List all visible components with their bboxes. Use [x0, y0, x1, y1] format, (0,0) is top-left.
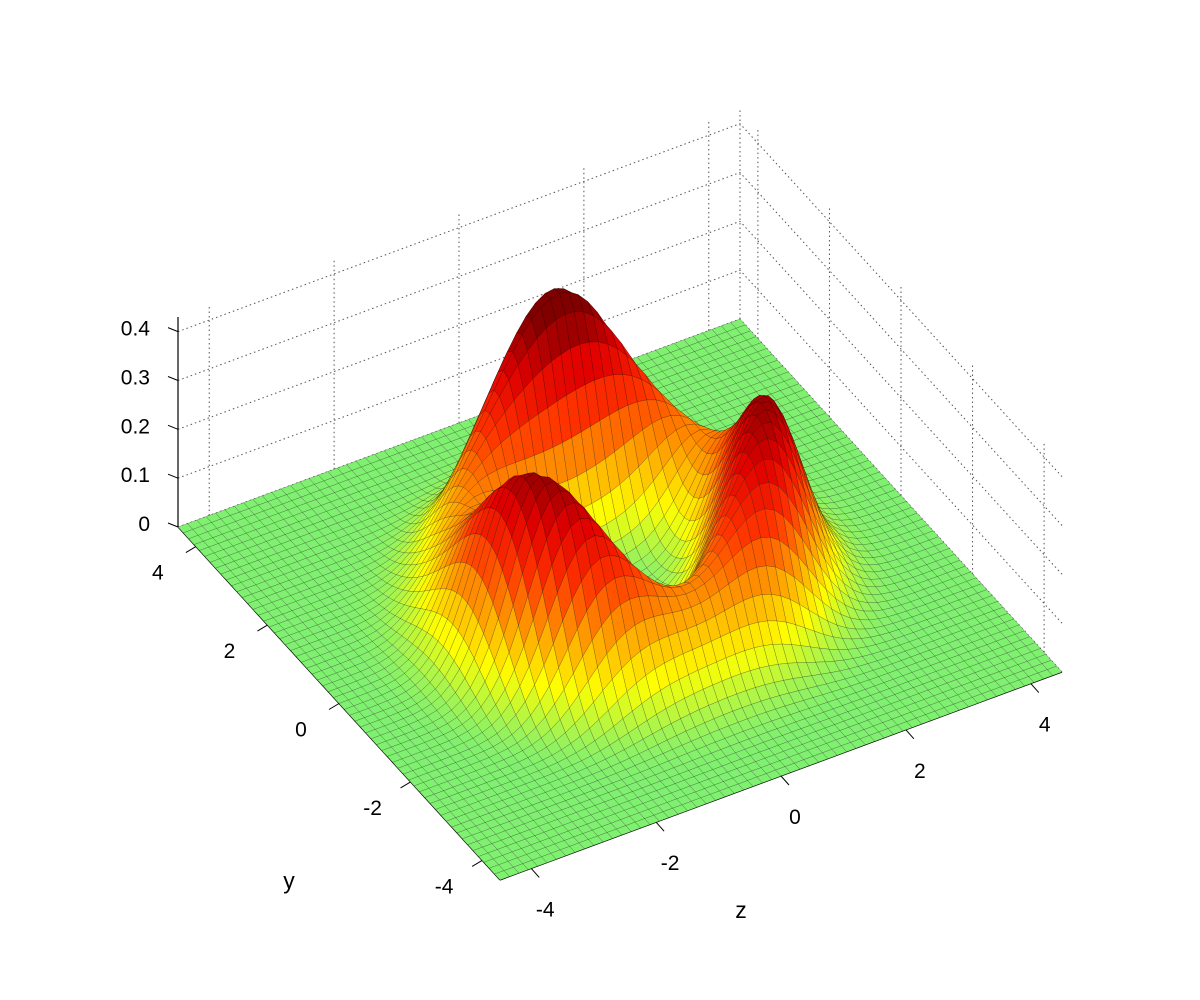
- y-tick-mark: [471, 859, 483, 867]
- grid-line-z-side-2: [739, 220, 1063, 575]
- x-tick-mark: [530, 868, 540, 878]
- z-tick-mark: [167, 376, 179, 381]
- x-tick-label: 2: [914, 760, 926, 783]
- surface-face: [494, 870, 510, 881]
- grid-line-z-back-2: [177, 220, 741, 430]
- z-tick-mark: [167, 473, 179, 479]
- x-tick-mark: [780, 775, 790, 786]
- y-tick-mark: [328, 703, 340, 710]
- z-tick-label: 0.4: [121, 318, 151, 341]
- z-tick-label: 0.1: [121, 464, 150, 487]
- x-tick-label: -4: [536, 898, 555, 921]
- y-tick-mark: [257, 624, 268, 632]
- grid-line-z-side-3: [739, 172, 1063, 526]
- x-tick-mark: [1030, 683, 1040, 693]
- surface-mesh: [177, 288, 1063, 881]
- z-tick-label: 0.2: [121, 415, 150, 438]
- y-tick-mark: [185, 546, 197, 554]
- grid-layer: [177, 109, 1063, 673]
- grid-line-z-side-1: [739, 269, 1063, 624]
- y-tick-label: -2: [363, 797, 382, 820]
- z-tick-mark: [167, 327, 179, 333]
- y-tick-label: -4: [435, 875, 454, 898]
- grid-line-z-back-1: [177, 269, 741, 479]
- y-axis-label: y: [283, 868, 295, 894]
- grid-line-z-back-3: [177, 172, 741, 381]
- grid-line-z-back-4: [177, 123, 741, 333]
- y-tick-label: 2: [224, 640, 236, 663]
- x-tick-mark: [655, 821, 665, 832]
- tick-labels: -4 -2 0 2 4 -4 -2 0 2 4 0 0.1 0.2 0.3 0.4: [121, 318, 1051, 922]
- z-tick-mark: [167, 424, 179, 430]
- y-tick-label: 0: [295, 719, 307, 742]
- x-tick-label: -2: [661, 852, 680, 875]
- z-tick-mark: [167, 522, 179, 528]
- x-tick-mark: [905, 729, 915, 740]
- x-tick-label: 4: [1039, 714, 1051, 737]
- y-tick-mark: [400, 781, 411, 789]
- z-tick-label: 0.3: [121, 366, 150, 389]
- x-tick-label: 0: [789, 806, 801, 829]
- y-tick-label: 4: [152, 562, 164, 585]
- x-axis-label: z: [735, 897, 747, 923]
- z-tick-label: 0: [138, 513, 150, 536]
- grid-line-z-side-4: [739, 123, 1063, 477]
